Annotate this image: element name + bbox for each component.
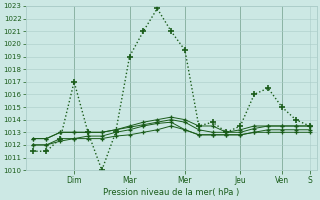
X-axis label: Pression niveau de la mer( hPa ): Pression niveau de la mer( hPa ): [103, 188, 239, 197]
